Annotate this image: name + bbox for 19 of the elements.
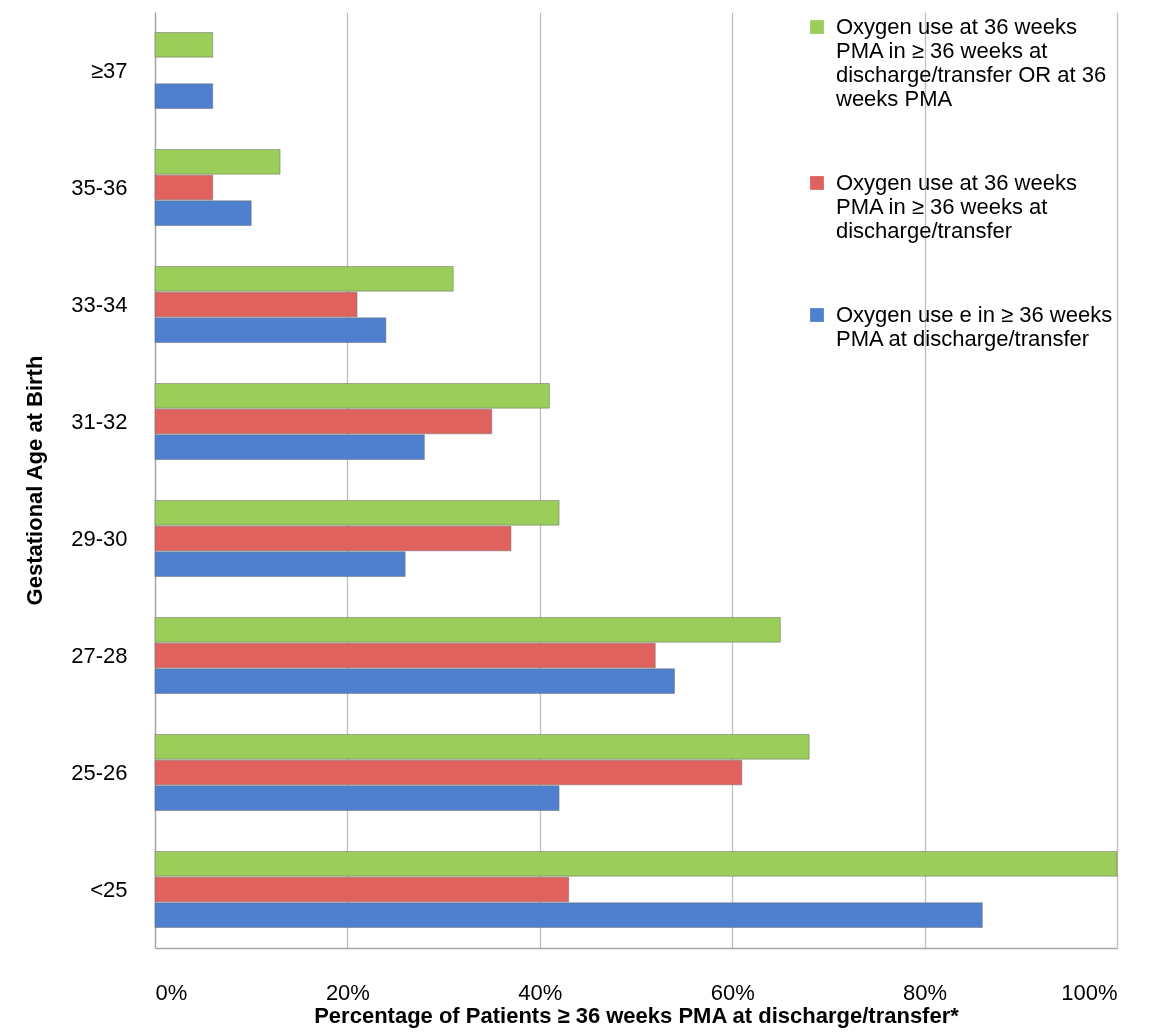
x-tick-label: 20%	[325, 979, 370, 1005]
y-tick-label: 31-32	[71, 408, 128, 434]
x-axis-title: Percentage of Patients ≥ 36 weeks PMA at discharge/transfer*	[314, 1002, 960, 1028]
y-tick-label: 25-26	[71, 759, 128, 785]
legend-label: Oxygen use at 36 weeks PMA in ≥ 36 weeks at discharge/transfer OR at 36 weeks PMA	[835, 14, 1107, 111]
x-tick-label: 60%	[710, 979, 755, 1005]
x-tick-label: 0%	[155, 979, 188, 1005]
legend-label: Oxygen use at 36 weeks PMA in ≥ 36 weeks at discharge/transfer	[836, 170, 1077, 243]
y-tick-label: <25	[90, 876, 128, 902]
x-tick-label: 80%	[903, 979, 948, 1005]
x-tick-label: 100%	[1061, 979, 1118, 1005]
y-axis-title: Gestational Age at Birth	[22, 355, 48, 606]
y-tick-label: 27-28	[71, 642, 128, 668]
y-tick-label: ≥37	[90, 57, 128, 83]
y-tick-label: 35-36	[71, 174, 128, 200]
y-tick-label: 33-34	[71, 291, 128, 317]
x-tick-label: 40%	[518, 979, 563, 1005]
y-tick-label: 29-30	[71, 525, 128, 551]
legend-label: Oxygen use e in ≥ 36 weeks PMA at discharge/transfer	[836, 302, 1113, 351]
